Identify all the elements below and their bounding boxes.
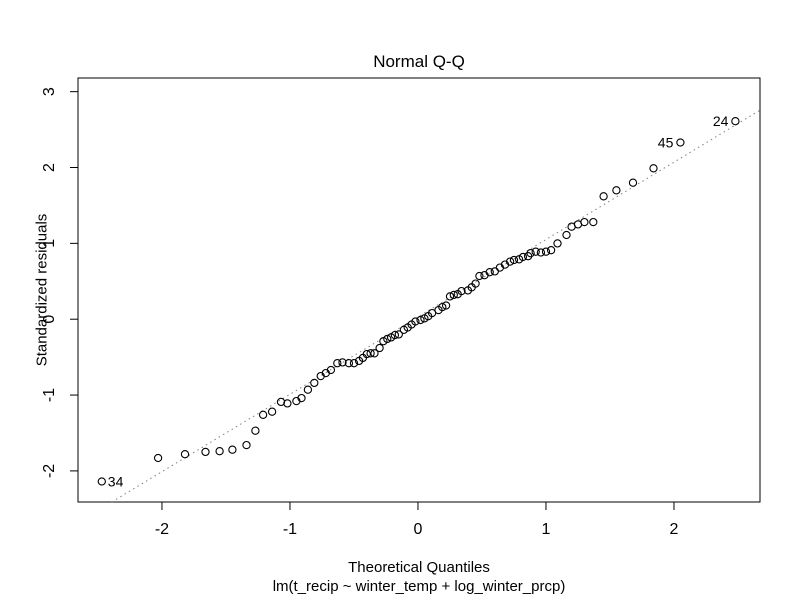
- data-point: [375, 343, 384, 353]
- plot-box: [77, 77, 761, 503]
- data-point: [438, 302, 447, 312]
- chart-title: Normal Q-Q: [373, 52, 465, 71]
- data-point: [344, 359, 354, 368]
- outlier-label: 45: [658, 134, 674, 150]
- data-point: [180, 450, 190, 459]
- data-point: [394, 330, 403, 339]
- data-point: [546, 246, 556, 255]
- data-point: [628, 178, 638, 187]
- data-point: [676, 138, 685, 147]
- x-axis-tick-label: 2: [670, 521, 679, 538]
- qq-reference-line: [111, 109, 761, 503]
- data-point: [201, 447, 210, 457]
- data-point: [649, 164, 658, 173]
- data-point: [362, 349, 371, 359]
- x-axis-tick-label: 0: [414, 521, 423, 538]
- data-point: [411, 317, 420, 326]
- data-point: [416, 315, 425, 325]
- y-axis-tick-label: 3: [41, 87, 58, 96]
- data-point: [283, 399, 292, 408]
- data-point: [251, 426, 260, 435]
- data-point: [536, 248, 546, 257]
- y-axis-tick-label: -2: [41, 464, 58, 478]
- data-point: [731, 117, 740, 126]
- data-point: [612, 186, 621, 195]
- data-point: [153, 453, 163, 463]
- data-point: [215, 447, 224, 456]
- data-point: [349, 359, 359, 368]
- data-point: [242, 440, 251, 450]
- data-point: [310, 378, 319, 388]
- data-point: [333, 359, 342, 368]
- data-point: [531, 247, 540, 256]
- data-point: [505, 257, 515, 266]
- y-axis-tick-label: 2: [41, 163, 58, 172]
- data-point: [599, 192, 608, 201]
- data-point: [267, 407, 277, 416]
- data-point: [589, 217, 598, 227]
- data-point: [580, 217, 589, 227]
- data-point: [562, 230, 571, 240]
- data-point: [338, 358, 347, 367]
- data-point: [475, 271, 484, 281]
- data-point: [303, 385, 313, 394]
- data-point: [490, 267, 499, 276]
- y-axis-tick-label: 0: [41, 315, 58, 324]
- data-point: [485, 268, 494, 277]
- data-point: [326, 365, 336, 375]
- data-point: [457, 286, 466, 296]
- data-point: [526, 249, 535, 258]
- outlier-label: 24: [713, 113, 729, 129]
- data-point: [366, 349, 375, 358]
- data-point: [553, 239, 562, 248]
- y-axis-tick-label: -1: [41, 388, 58, 402]
- data-point: [509, 255, 519, 265]
- x-axis-tick-label: 1: [542, 521, 551, 538]
- data-point: [370, 349, 379, 358]
- data-point: [258, 410, 268, 419]
- outlier-label: 34: [108, 474, 124, 490]
- data-point: [471, 279, 480, 288]
- data-point: [541, 247, 551, 256]
- model-formula-label: lm(t_recip ~ winter_temp + log_winter_pr…: [272, 578, 566, 595]
- data-point: [228, 445, 237, 454]
- data-point: [390, 330, 400, 340]
- y-axis-tick-label: 1: [41, 239, 58, 248]
- data-point: [383, 334, 392, 344]
- data-point: [518, 252, 528, 262]
- data-point: [449, 290, 458, 300]
- x-axis-label: Theoretical Quantiles: [348, 559, 490, 576]
- x-axis-tick-label: -1: [283, 521, 297, 538]
- data-point: [97, 477, 106, 486]
- data-point: [445, 292, 455, 301]
- data-point: [441, 301, 451, 310]
- data-point: [297, 393, 306, 403]
- y-axis-label: Standardized residuals: [33, 213, 51, 367]
- x-axis-tick-label: -2: [155, 521, 169, 538]
